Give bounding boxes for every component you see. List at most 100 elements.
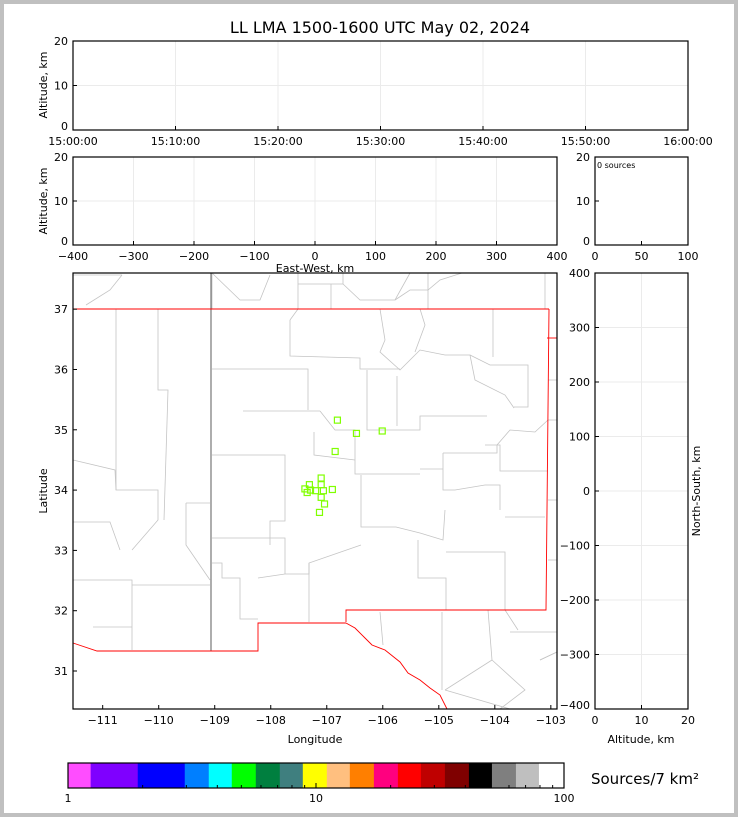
colorbar: 1 10 100 Sources/7 km² [65, 762, 699, 805]
y-axis-label: Altitude, km [37, 51, 50, 118]
county-boundary [211, 272, 271, 301]
colorbar-segment [373, 763, 399, 788]
y-tick-label: 34 [54, 484, 68, 497]
x-tick-label: 100 [678, 250, 699, 263]
county-boundary [157, 309, 169, 521]
new-mexico-boundary [72, 622, 346, 652]
source-point [352, 429, 361, 438]
y-tick-label: 400 [569, 267, 590, 280]
y-tick-label: −400 [560, 699, 590, 712]
county-boundary [289, 308, 299, 321]
y-tick-label: −300 [560, 649, 590, 662]
source-point [317, 493, 325, 501]
x-tick-label: 0 [592, 714, 599, 727]
colorbar-segment [515, 763, 540, 788]
y-tick-label: 36 [54, 363, 68, 376]
y-tick-label: 10 [54, 195, 68, 208]
colorbar-segment [444, 763, 470, 788]
x-tick-label: −200 [179, 250, 209, 263]
source-point [378, 427, 386, 435]
y-tick-label: 33 [54, 544, 68, 557]
x-tick-label: 0 [312, 250, 319, 263]
y-tick-label: 20 [576, 151, 590, 164]
county-boundary [313, 432, 356, 461]
y-tick-label: −100 [560, 540, 590, 553]
colorbar-segment [302, 763, 328, 788]
colorbar-tick-label: 100 [554, 792, 575, 805]
x-tick-label: −103 [536, 714, 566, 727]
y-axis-label: North-South, km [690, 446, 703, 537]
x-axis-label: Longitude [288, 733, 343, 746]
y-tick-label: 35 [54, 424, 68, 437]
x-tick-label: 15:50:00 [561, 135, 610, 148]
source-point [328, 485, 336, 494]
county-boundary [469, 354, 529, 408]
x-tick-label: 15:20:00 [253, 135, 302, 148]
x-tick-label: −107 [312, 714, 342, 727]
county-boundary [212, 454, 286, 545]
axes-layer: 15:00:00 15:10:00 15:20:00 15:30:00 15:40:00… [37, 35, 713, 805]
county-boundary [444, 689, 511, 710]
colorbar-segment [468, 763, 493, 788]
county-boundary [510, 631, 558, 661]
altitude-northsouth-panel: 0 10 20 −400 −300 −200 −100 0 100 200 300 400 [560, 267, 695, 727]
source-count-annotation: 0 sources [597, 161, 635, 170]
county-boundary [212, 562, 258, 620]
colorbar-segment [491, 763, 517, 788]
colorbar-tick-label: 10 [309, 792, 323, 805]
county-boundary [485, 444, 548, 472]
new-mexico-boundary [345, 308, 550, 622]
y-axis-label: Latitude [37, 468, 50, 514]
x-tick-label: 10 [635, 714, 649, 727]
colorbar-segment [279, 763, 304, 788]
source-point [303, 488, 311, 497]
y-tick-label: 0 [61, 235, 68, 248]
x-tick-label: 50 [635, 250, 649, 263]
y-tick-label: 100 [569, 431, 590, 444]
source-point [317, 474, 325, 482]
y-tick-label: 37 [54, 303, 68, 316]
x-tick-label: 15:30:00 [356, 135, 405, 148]
source-point [319, 487, 328, 495]
county-boundary [366, 370, 487, 431]
eastwest-altitude-panel: −400 −300 −200 −100 0 100 200 300 400 0 10 20 [54, 151, 568, 263]
x-tick-label: 15:00:00 [48, 135, 97, 148]
y-tick-label: 20 [54, 151, 68, 164]
county-boundary [491, 659, 526, 710]
y-tick-label: 200 [569, 376, 590, 389]
colorbar-segment [90, 763, 139, 788]
county-boundary [212, 537, 286, 574]
x-tick-label: −110 [144, 714, 174, 727]
county-boundary [360, 475, 446, 541]
colorbar-segment [231, 763, 257, 788]
plot-frame [72, 272, 558, 710]
x-axis-label: East-West, km [276, 262, 354, 275]
y-tick-label: 0 [583, 235, 590, 248]
x-tick-label: −106 [368, 714, 398, 727]
colorbar-segment [68, 763, 92, 788]
y-tick-label: 20 [54, 35, 68, 48]
county-boundary [379, 611, 384, 646]
colorbar-segment [349, 763, 375, 788]
x-tick-label: −109 [200, 714, 230, 727]
y-tick-label: 10 [576, 195, 590, 208]
county-boundary [73, 579, 133, 650]
y-tick-label: 32 [54, 605, 68, 618]
county-boundary [444, 609, 493, 691]
colorbar-label: Sources/7 km² [591, 770, 699, 788]
x-tick-label: 100 [365, 250, 386, 263]
county-boundary [496, 419, 549, 446]
x-tick-label: −400 [58, 250, 88, 263]
colorbar-tick-label: 1 [65, 792, 72, 805]
county-boundary [417, 540, 447, 610]
x-tick-label: −104 [480, 714, 510, 727]
colorbar-segment [255, 763, 281, 788]
colorbar-segment [538, 763, 565, 788]
map-boundaries [72, 272, 558, 710]
time-altitude-panel: 15:00:00 15:10:00 15:20:00 15:30:00 15:40:00… [48, 35, 712, 148]
colorbar-segment [137, 763, 186, 788]
figure-title: LL LMA 1500-1600 UTC May 02, 2024 [230, 18, 530, 37]
county-boundary [257, 544, 362, 579]
x-axis-label: Altitude, km [607, 733, 674, 746]
